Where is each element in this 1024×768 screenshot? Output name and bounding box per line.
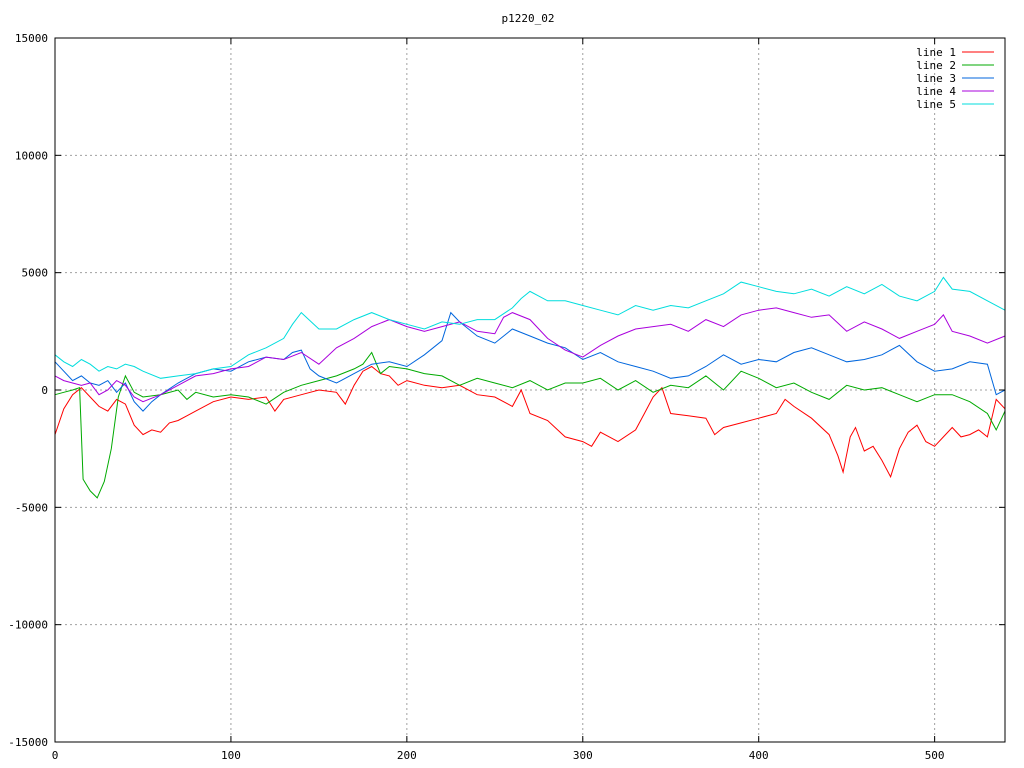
grid-lines (55, 38, 1005, 742)
legend-label: line 5 (916, 98, 956, 111)
y-tick-label: 15000 (15, 32, 48, 45)
legend-label: line 2 (916, 59, 956, 72)
legend-label: line 3 (916, 72, 956, 85)
legend-label: line 1 (916, 46, 956, 59)
y-tick-label: 10000 (15, 149, 48, 162)
x-tick-label: 200 (397, 749, 417, 762)
x-tick-label: 100 (221, 749, 241, 762)
y-tick-label: -15000 (8, 736, 48, 749)
x-tick-label: 500 (925, 749, 945, 762)
axis-ticks: 0 100 200 300 400 500 -15000 -10000 -5000 0 5000 10… (8, 32, 1005, 762)
x-tick-label: 300 (573, 749, 593, 762)
y-tick-label: 0 (41, 384, 48, 397)
legend-label: line 4 (916, 85, 956, 98)
x-tick-label: 400 (749, 749, 769, 762)
series-line-2 (54, 351, 1006, 499)
series-lines (54, 276, 1006, 499)
series-line-1 (54, 365, 1006, 479)
y-tick-label: -5000 (15, 501, 48, 514)
series-line-5 (54, 276, 1006, 379)
y-tick-label: -10000 (8, 619, 48, 632)
series-line-4 (54, 307, 1006, 403)
chart-title: p1220_02 (502, 12, 555, 25)
x-tick-label: 0 (52, 749, 59, 762)
y-tick-label: 5000 (22, 267, 49, 280)
